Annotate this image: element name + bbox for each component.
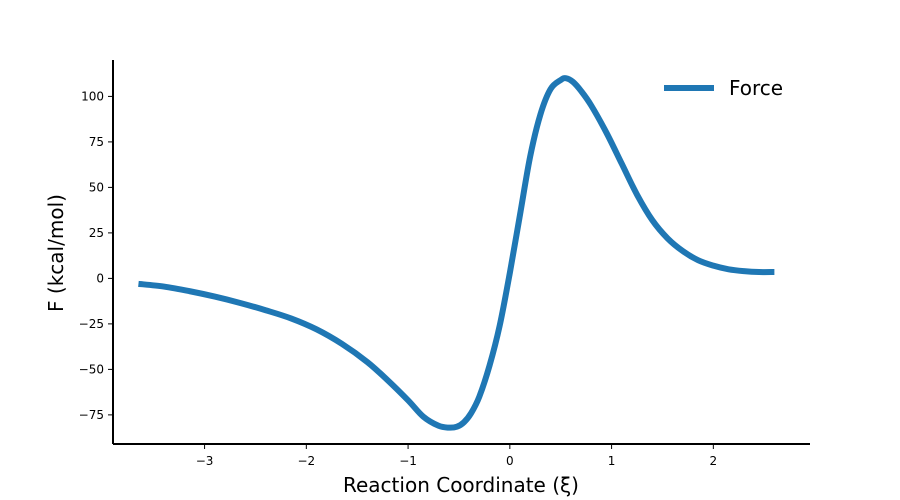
x-ticks: −3 −2 −1 0 1 2 xyxy=(196,444,717,468)
legend-label-force: Force xyxy=(729,76,783,100)
x-axis-label: Reaction Coordinate (ξ) xyxy=(343,473,579,497)
x-tick-label: −1 xyxy=(399,454,417,468)
y-tick-label: −50 xyxy=(79,362,104,376)
y-tick-label: 75 xyxy=(89,135,104,149)
legend: Force xyxy=(664,76,783,100)
x-tick-label: 0 xyxy=(506,454,514,468)
series-line-force xyxy=(138,75,775,431)
y-tick-label: 100 xyxy=(81,89,104,103)
y-tick-label: 0 xyxy=(96,271,104,285)
y-axis-label: F (kcal/mol) xyxy=(44,194,68,312)
x-tick-label: 2 xyxy=(710,454,718,468)
plot-area xyxy=(138,75,775,431)
y-tick-label: −75 xyxy=(79,408,104,422)
y-ticks: −75 −50 −25 0 25 50 75 100 xyxy=(79,89,113,422)
x-tick-label: −2 xyxy=(297,454,315,468)
x-tick-label: 1 xyxy=(608,454,616,468)
y-tick-label: −25 xyxy=(79,317,104,331)
y-tick-label: 50 xyxy=(89,180,104,194)
x-tick-label: −3 xyxy=(196,454,214,468)
y-tick-label: 25 xyxy=(89,226,104,240)
